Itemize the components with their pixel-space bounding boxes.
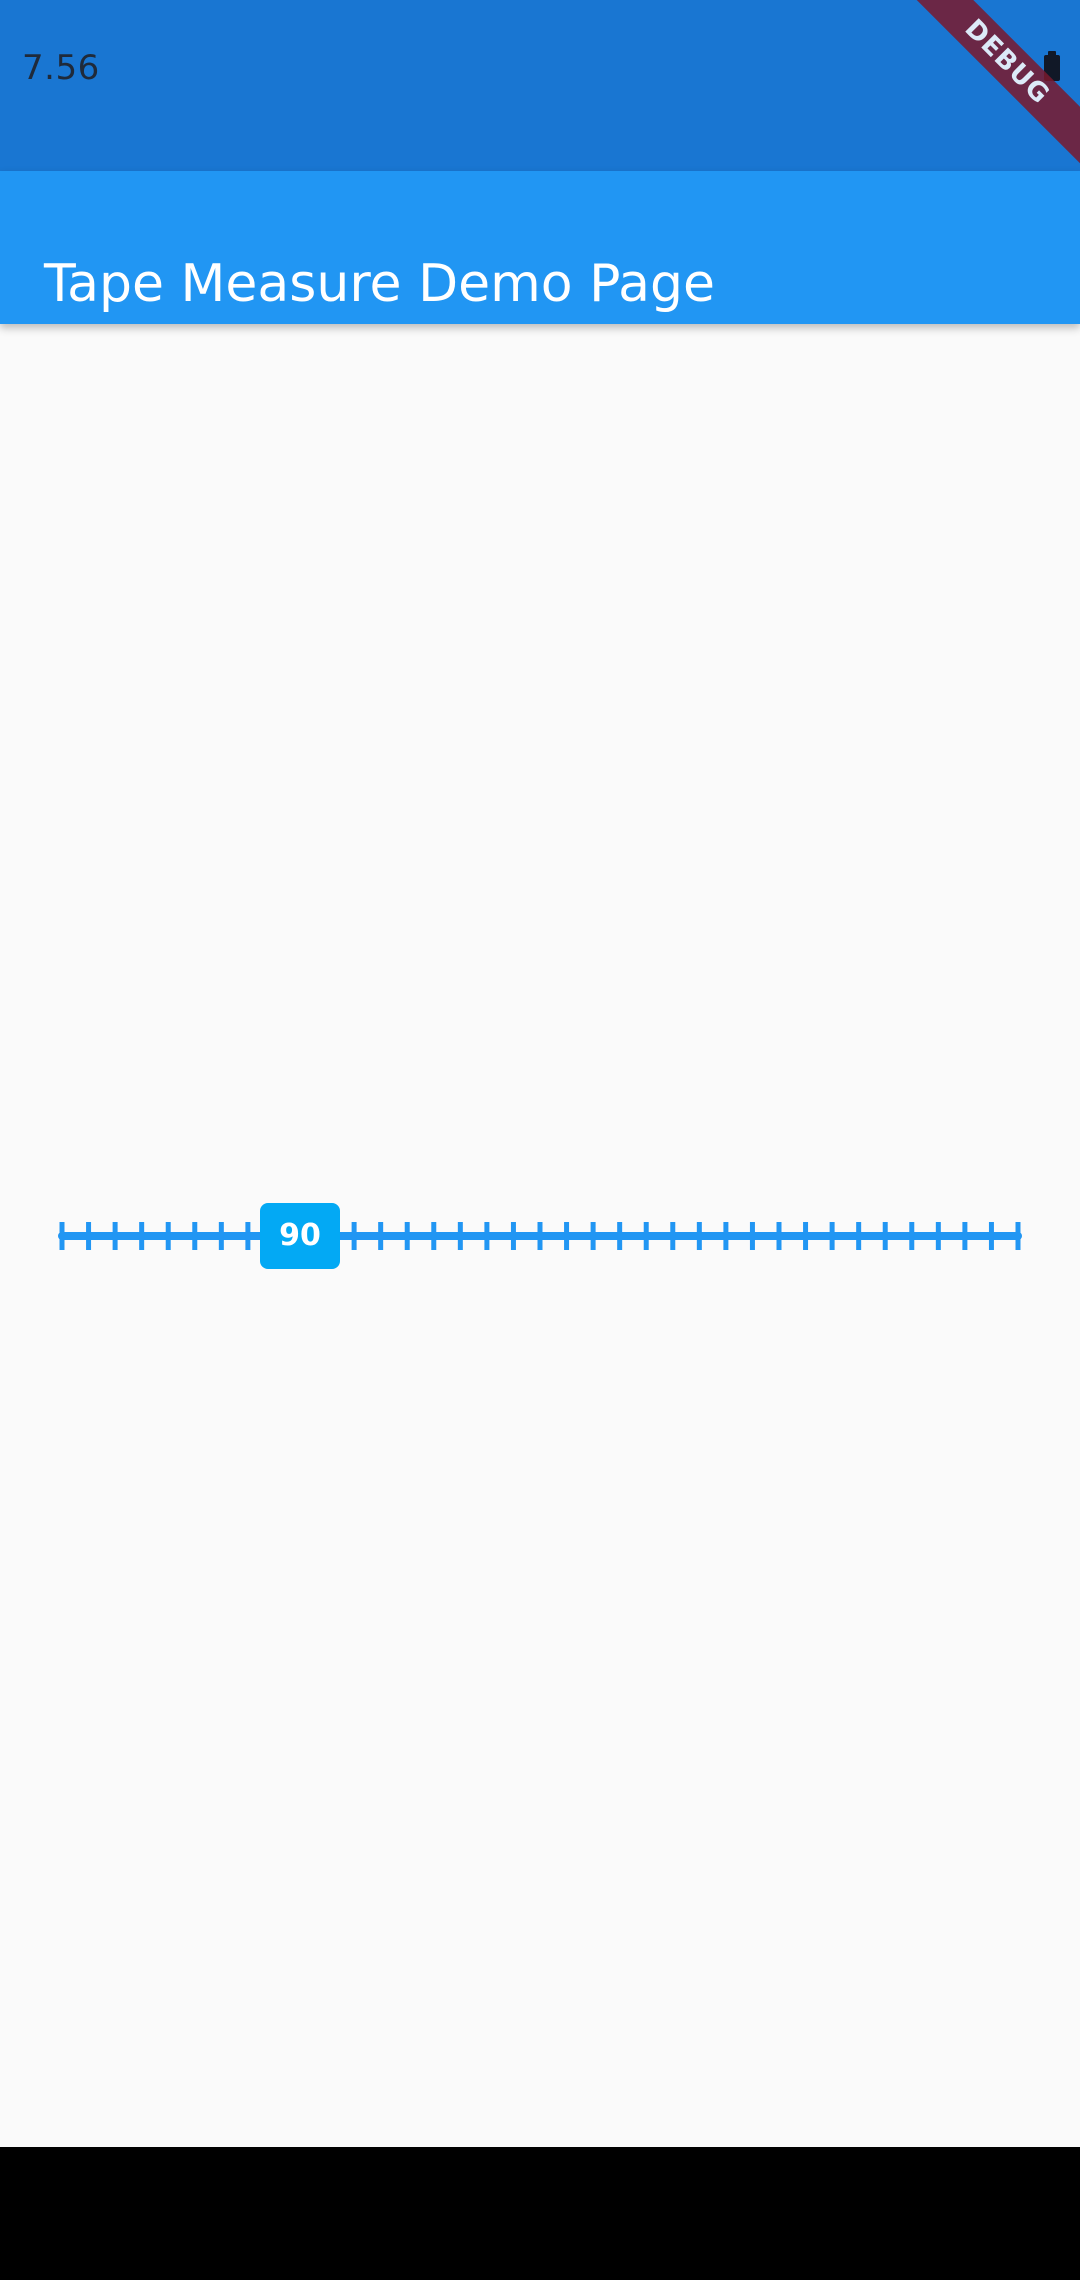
navigation-bar	[0, 2147, 1080, 2280]
status-bar: 7.56	[0, 0, 1080, 171]
page-title: Tape Measure Demo Page	[44, 253, 715, 314]
tape-measure[interactable]: 90	[50, 1180, 1030, 1290]
battery-icon	[1044, 51, 1060, 81]
app-bar: Tape Measure Demo Page	[0, 171, 1080, 324]
tape-ruler[interactable]	[50, 1180, 1030, 1290]
status-time: 7.56	[22, 48, 100, 88]
tape-value-badge[interactable]: 90	[260, 1203, 340, 1269]
